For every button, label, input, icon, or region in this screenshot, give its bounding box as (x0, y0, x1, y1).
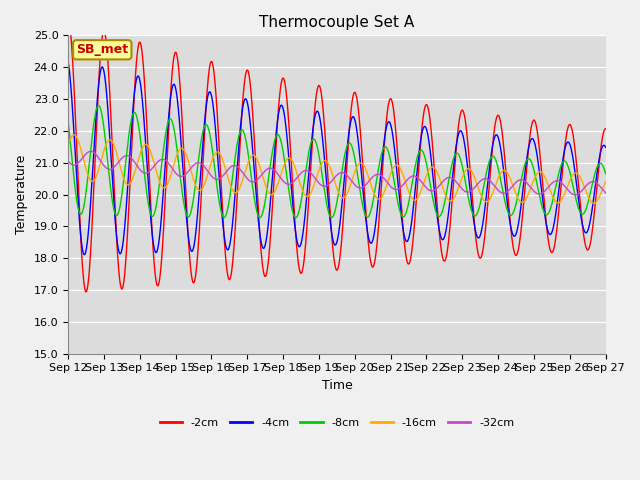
-32cm (420, 183, 428, 189)
-8cm (171, 132, 179, 138)
-4cm (184, 231, 192, 237)
-2cm (171, 50, 179, 56)
Legend: -2cm, -4cm, -8cm, -16cm, -32cm: -2cm, -4cm, -8cm, -16cm, -32cm (155, 413, 518, 432)
-8cm (492, 156, 499, 161)
Line: -16cm: -16cm (68, 135, 605, 204)
-32cm (491, 183, 499, 189)
-2cm (244, 69, 252, 74)
-8cm (244, 151, 252, 156)
-4cm (602, 144, 609, 150)
X-axis label: Time: Time (321, 379, 352, 392)
-8cm (602, 171, 609, 177)
-2cm (184, 231, 192, 237)
-8cm (95, 103, 102, 108)
-8cm (421, 154, 429, 160)
-4cm (64, 59, 72, 65)
-2cm (64, 16, 72, 22)
-8cm (539, 205, 547, 211)
-4cm (171, 83, 179, 89)
-2cm (602, 126, 609, 132)
-16cm (244, 159, 252, 165)
-16cm (420, 178, 428, 184)
Line: -2cm: -2cm (68, 19, 605, 292)
Line: -4cm: -4cm (68, 62, 605, 255)
Line: -8cm: -8cm (68, 106, 605, 217)
-32cm (184, 169, 192, 175)
-16cm (171, 157, 179, 163)
-32cm (244, 177, 252, 182)
-2cm (420, 106, 428, 112)
-32cm (64, 158, 72, 164)
-4cm (244, 104, 252, 109)
-16cm (491, 185, 499, 191)
-4cm (81, 252, 88, 258)
-16cm (538, 170, 546, 176)
-32cm (171, 169, 179, 175)
Title: Thermocouple Set A: Thermocouple Set A (259, 15, 415, 30)
-16cm (590, 201, 598, 206)
-4cm (538, 192, 546, 198)
-8cm (292, 215, 300, 220)
-32cm (87, 148, 95, 154)
-4cm (420, 123, 428, 129)
Text: SB_met: SB_met (76, 43, 129, 56)
-16cm (70, 132, 78, 138)
-2cm (538, 175, 546, 181)
Line: -32cm: -32cm (68, 151, 605, 195)
-16cm (64, 143, 72, 148)
-16cm (602, 179, 609, 184)
-2cm (491, 124, 499, 130)
-32cm (602, 190, 609, 196)
-8cm (64, 119, 72, 125)
Y-axis label: Temperature: Temperature (15, 155, 28, 234)
-32cm (571, 192, 579, 198)
-2cm (83, 289, 90, 295)
-16cm (184, 157, 192, 163)
-4cm (491, 134, 499, 140)
-32cm (538, 190, 546, 196)
-8cm (184, 214, 192, 220)
